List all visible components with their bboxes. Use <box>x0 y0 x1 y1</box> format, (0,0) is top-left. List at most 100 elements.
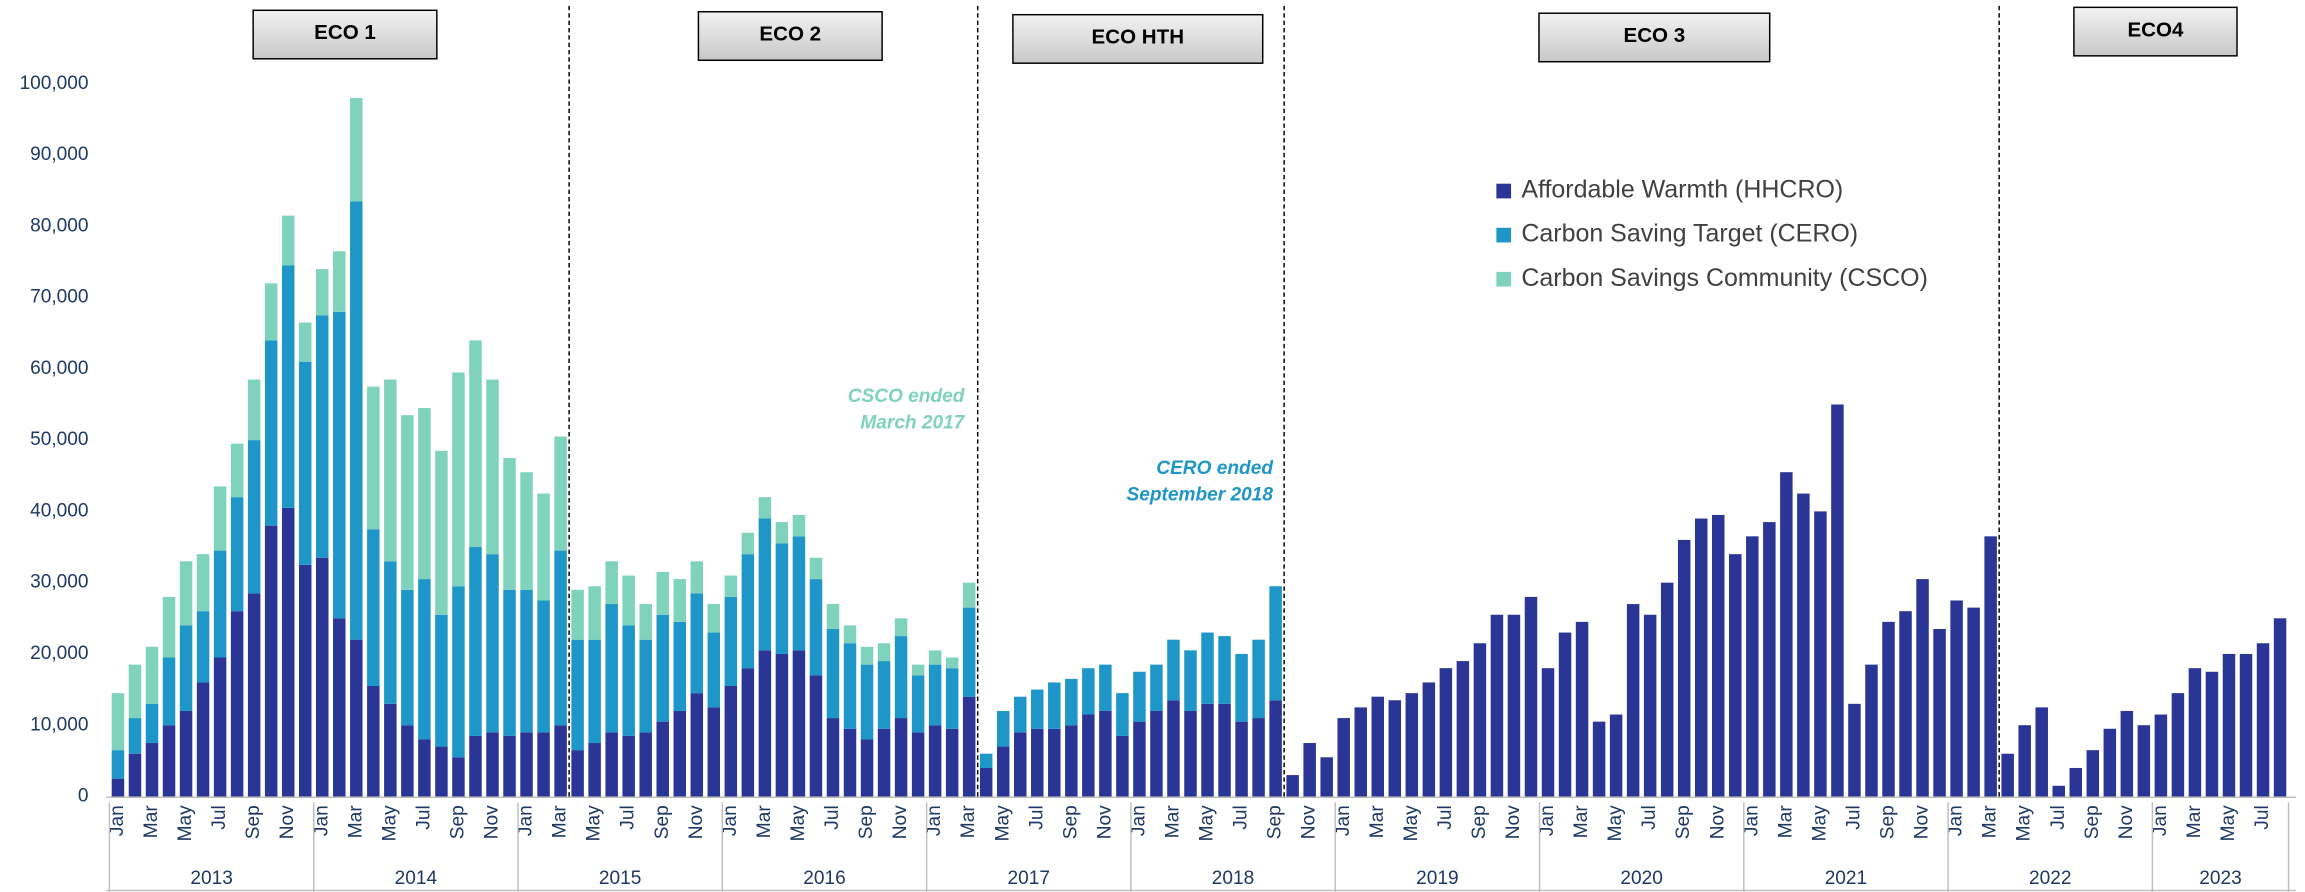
bar <box>1116 693 1129 736</box>
bar <box>350 98 363 202</box>
x-tick-label: Jul <box>1026 805 1047 829</box>
x-tick-label: Nov <box>1912 805 1933 839</box>
bar <box>588 639 601 744</box>
bar <box>741 554 755 669</box>
bar <box>877 661 891 729</box>
bar <box>809 675 823 797</box>
bar <box>639 604 652 640</box>
bar <box>145 703 159 744</box>
bar <box>826 604 840 629</box>
bar <box>588 743 601 797</box>
bar <box>962 582 976 608</box>
x-tick-label: Mar <box>754 805 775 839</box>
bar <box>1337 718 1350 797</box>
bar <box>316 269 329 316</box>
x-tick-label: Nov <box>482 805 503 839</box>
bar <box>384 561 397 704</box>
bar <box>1848 703 1861 797</box>
x-tick-label: Jul <box>413 805 434 829</box>
bar <box>367 529 380 687</box>
bar <box>1933 628 1946 797</box>
bar <box>1099 664 1112 711</box>
year-label: 2014 <box>395 868 438 889</box>
x-tick-label: Jan <box>2150 805 2171 836</box>
bar <box>928 664 942 726</box>
x-tick-label: Sep <box>2082 805 2103 839</box>
bar <box>1201 632 1214 704</box>
bar <box>945 657 959 669</box>
phase-label: ECO 2 <box>759 23 821 46</box>
bar <box>1269 700 1282 797</box>
bar <box>758 650 772 797</box>
bar <box>639 639 652 733</box>
bar <box>145 743 159 797</box>
bar <box>418 739 431 797</box>
bar <box>281 507 295 797</box>
bar <box>622 735 635 797</box>
year-label: 2022 <box>2029 868 2071 889</box>
x-tick-label: May <box>1605 805 1626 842</box>
bar <box>554 550 567 726</box>
x-tick-label: Nov <box>1094 805 1115 839</box>
bar <box>435 746 448 797</box>
bar <box>843 625 857 644</box>
bar <box>758 497 772 519</box>
bar <box>2222 653 2236 797</box>
bar <box>826 628 840 719</box>
bar <box>196 611 210 683</box>
bar <box>1269 586 1282 701</box>
bar <box>571 639 584 751</box>
bar <box>571 750 584 797</box>
bar <box>911 732 925 797</box>
y-tick-label: 90,000 <box>30 144 88 165</box>
bar <box>554 436 567 551</box>
bar <box>162 725 176 797</box>
bar <box>1048 728 1061 797</box>
bar <box>1473 643 1487 797</box>
bar <box>316 557 329 797</box>
bar <box>384 379 397 562</box>
y-tick-label: 30,000 <box>30 572 88 593</box>
x-tick-label: Jan <box>1946 805 1967 836</box>
bar <box>1014 696 1027 733</box>
x-tick-label: Jul <box>822 805 843 829</box>
y-tick-label: 60,000 <box>30 358 88 379</box>
bar <box>979 753 993 768</box>
legend-swatch <box>1496 183 1512 199</box>
bar <box>1099 710 1112 797</box>
x-tick-label: Mar <box>958 805 979 839</box>
bar <box>486 732 499 797</box>
bar <box>792 514 806 537</box>
bar <box>1014 732 1027 797</box>
bar <box>281 215 295 266</box>
bar <box>1303 743 1316 797</box>
bar <box>452 586 465 758</box>
bar <box>877 728 891 797</box>
bar <box>333 618 346 797</box>
x-tick-label: Jan <box>107 805 128 836</box>
bar <box>979 767 993 797</box>
bar <box>588 586 601 640</box>
annotation: September 2018 <box>1127 484 1274 505</box>
bar <box>911 675 925 733</box>
bar <box>264 283 278 341</box>
x-tick-label: May <box>1197 805 1218 842</box>
bar <box>537 600 550 733</box>
bar <box>911 664 925 676</box>
bar <box>247 440 261 594</box>
bar <box>792 536 806 651</box>
bar <box>333 251 346 312</box>
x-tick-label: Mar <box>2184 805 2205 839</box>
x-tick-label: Sep <box>1878 805 1899 839</box>
bar <box>724 575 738 597</box>
bar <box>2086 750 2100 797</box>
bar <box>264 340 278 526</box>
bar <box>945 728 959 797</box>
bar <box>605 604 618 733</box>
bar <box>281 265 295 508</box>
x-tick-label: Jul <box>1231 805 1252 829</box>
bar <box>1235 721 1248 797</box>
x-tick-label: May <box>2014 805 2035 842</box>
bar <box>2018 725 2031 797</box>
legend-box <box>1455 158 1963 300</box>
